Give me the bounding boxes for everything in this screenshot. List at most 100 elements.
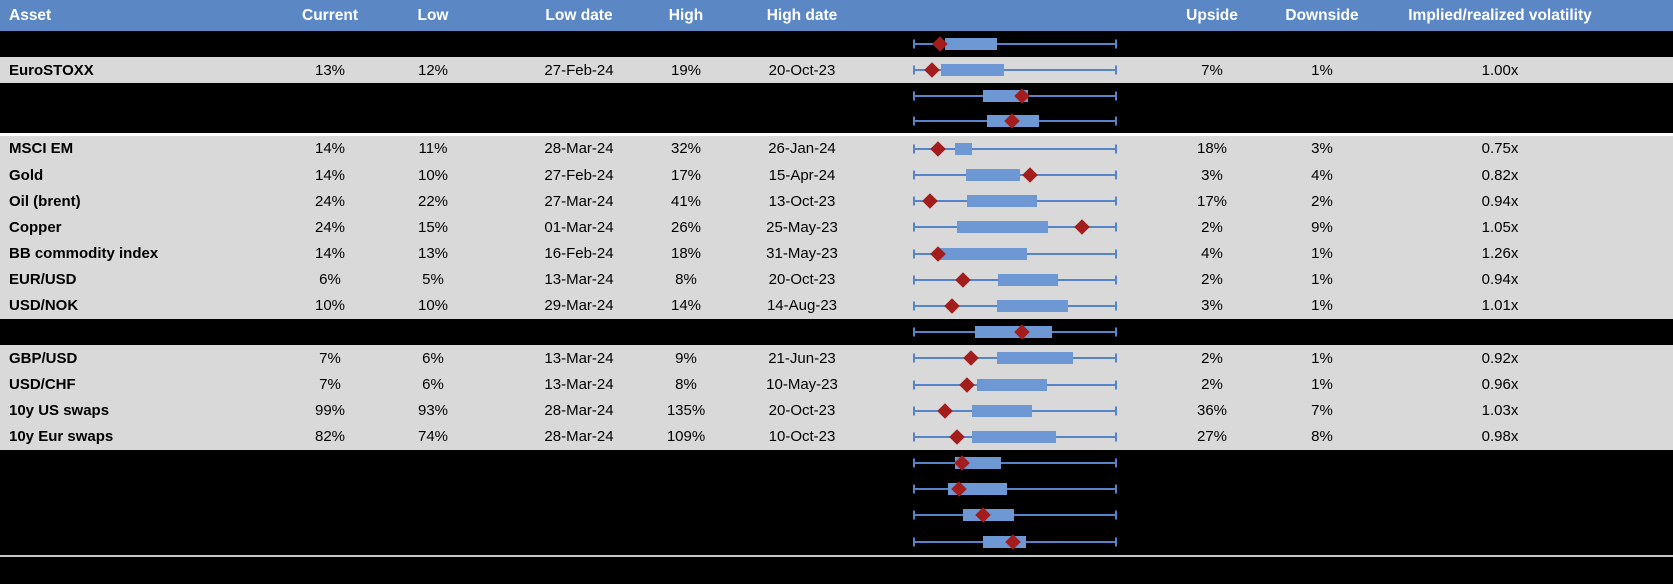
diamond-marker-icon (922, 193, 938, 209)
cell-current: 24% (314, 192, 346, 210)
boxplot-whisker (913, 488, 1117, 491)
cell-current: 10% (314, 297, 346, 315)
table-row: 10y US swaps 99% 93% 28-Mar-24 135% 20-Oct-23… (0, 397, 1673, 424)
spacer-row (0, 319, 1673, 346)
cell-high: 32% (670, 140, 702, 158)
cell-low: 15% (417, 218, 449, 236)
cell-current: 82% (314, 428, 346, 446)
table-row: EUR/USD 6% 5% 13-Mar-24 8% 20-Oct-23 2% 1% 0.94x (0, 266, 1673, 293)
cell-low: 10% (417, 166, 449, 184)
column-header-low: Low (417, 6, 449, 24)
boxplot-whisker (913, 69, 1117, 72)
table-row: 10y Eur swaps 82% 74% 28-Mar-24 109% 10-Oct-2… (0, 423, 1673, 450)
column-header-current: Current (302, 6, 358, 24)
boxplot (913, 529, 1117, 555)
boxplot-box (939, 247, 1027, 260)
boxplot-whisker (913, 147, 1117, 150)
cell-high-date: 13-Oct-23 (768, 192, 836, 210)
table-row: Oil (brent) 24% 22% 27-Mar-24 41% 13-Oct-23 17… (0, 188, 1673, 215)
table-row: Copper 24% 15% 01-Mar-24 26% 25-May-23 2% 9% 1.0… (0, 214, 1673, 241)
cell-low-date: 28-Mar-24 (544, 140, 614, 158)
cell-asset: EUR/USD (9, 271, 77, 289)
boxplot-right-cap (1115, 91, 1117, 101)
cell-downside: 8% (1311, 428, 1333, 446)
boxplot-left-cap (913, 432, 915, 442)
boxplot (913, 319, 1117, 345)
boxplot-box (998, 273, 1059, 286)
cell-asset: GBP/USD (9, 349, 78, 367)
boxplot (913, 162, 1117, 188)
boxplot (913, 502, 1117, 528)
cell-low: 11% (418, 140, 448, 158)
boxplot-left-cap (913, 537, 915, 547)
boxplot-whisker (913, 43, 1117, 46)
cell-downside: 3% (1311, 140, 1333, 158)
cell-high: 9% (675, 349, 697, 367)
cell-high: 26% (670, 218, 702, 236)
boxplot-right-cap (1115, 116, 1117, 126)
column-header-implied-realized-vol: Implied/realized volatility (1408, 6, 1592, 24)
diamond-marker-icon (923, 62, 940, 79)
diamond-marker-icon (949, 429, 966, 445)
cell-low: 93% (417, 402, 449, 420)
cell-high-date: 21-Jun-23 (768, 349, 836, 367)
boxplot (913, 424, 1117, 450)
boxplot-right-cap (1115, 510, 1117, 520)
boxplot-right-cap (1115, 380, 1117, 390)
cell-implied-realized-vol: 0.92x (1481, 349, 1519, 367)
cell-downside: 1% (1311, 376, 1333, 394)
cell-low-date: 27-Feb-24 (544, 61, 614, 79)
boxplot-left-cap (913, 353, 915, 363)
cell-downside: 2% (1311, 192, 1333, 210)
cell-current: 7% (319, 376, 341, 394)
boxplot (913, 188, 1117, 214)
boxplot (913, 57, 1117, 83)
cell-high-date: 20-Oct-23 (768, 61, 836, 79)
cell-implied-realized-vol: 0.98x (1481, 428, 1519, 446)
boxplot (913, 450, 1117, 476)
cell-asset: 10y US swaps (9, 402, 110, 420)
boxplot-right-cap (1115, 458, 1117, 468)
cell-low: 22% (417, 192, 449, 210)
cell-implied-realized-vol: 0.94x (1481, 271, 1519, 289)
cell-low-date: 13-Mar-24 (544, 349, 614, 367)
cell-asset: EuroSTOXX (9, 61, 94, 79)
boxplot-left-cap (913, 196, 915, 206)
cell-downside: 1% (1311, 271, 1333, 289)
cell-high: 14% (670, 297, 702, 315)
column-header-upside: Upside (1186, 6, 1238, 24)
cell-asset: Copper (9, 218, 62, 236)
cell-current: 13% (314, 61, 346, 79)
boxplot (913, 267, 1117, 293)
cell-asset: Gold (9, 166, 44, 184)
table-row: GBP/USD 7% 6% 13-Mar-24 9% 21-Jun-23 2% 1% 0.92x (0, 345, 1673, 372)
cell-high: 19% (670, 61, 702, 79)
boxplot (913, 398, 1117, 424)
boxplot (913, 371, 1117, 397)
table-header: Asset Current Low Low date High High dat… (0, 0, 1673, 31)
cell-upside: 7% (1201, 61, 1223, 79)
table-row: USD/NOK 10% 10% 29-Mar-24 14% 14-Aug-23 3% 1% 1.… (0, 292, 1673, 320)
cell-low-date: 13-Mar-24 (544, 271, 614, 289)
cell-high: 17% (670, 166, 702, 184)
cell-current: 14% (314, 140, 346, 158)
boxplot (913, 136, 1117, 162)
cell-implied-realized-vol: 0.82x (1481, 166, 1519, 184)
boxplot (913, 345, 1117, 371)
spacer-row (0, 109, 1673, 136)
boxplot (913, 241, 1117, 267)
cell-high: 41% (670, 192, 702, 210)
cell-low-date: 28-Mar-24 (544, 402, 614, 420)
cell-current: 14% (314, 166, 346, 184)
cell-low: 10% (417, 297, 449, 315)
cell-low: 13% (417, 245, 449, 263)
boxplot-left-cap (913, 406, 915, 416)
boxplot-right-cap (1115, 65, 1117, 75)
cell-low: 74% (417, 428, 449, 446)
boxplot-right-cap (1115, 249, 1117, 259)
cell-implied-realized-vol: 1.03x (1481, 402, 1519, 420)
cell-low-date: 28-Mar-24 (544, 428, 614, 446)
boxplot (913, 31, 1117, 57)
boxplot-right-cap (1115, 144, 1117, 154)
